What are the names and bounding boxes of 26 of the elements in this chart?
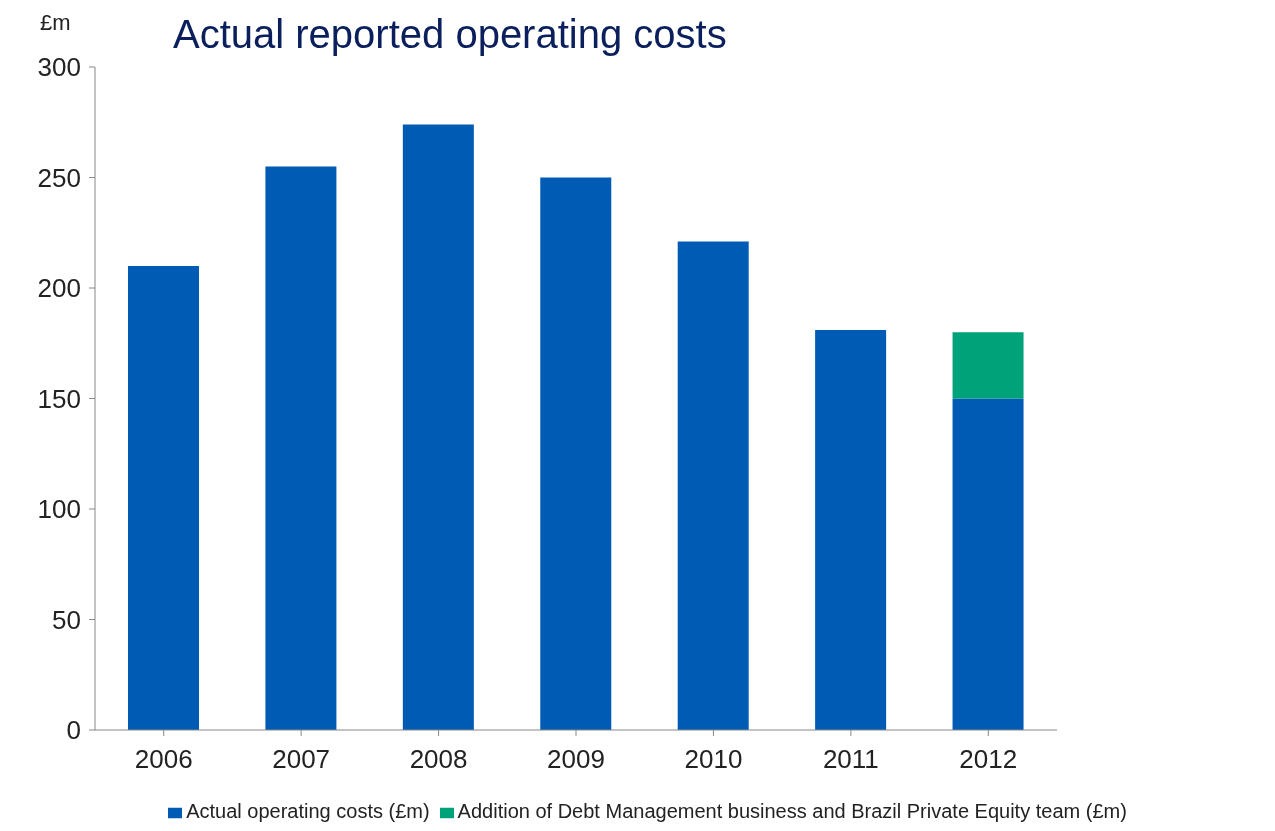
y-tick-label: 150 [37, 383, 81, 414]
x-tick-label: 2007 [272, 744, 331, 775]
x-tick-label: 2009 [547, 744, 605, 775]
chart-title: Actual reported operating costs [173, 12, 727, 57]
y-tick-label: 300 [37, 52, 81, 83]
bar [540, 177, 612, 730]
x-tick-label: 2010 [684, 744, 743, 775]
y-tick-label: 50 [52, 604, 81, 635]
bar [815, 329, 887, 730]
bar [952, 332, 1024, 399]
x-tick-label: 2012 [959, 744, 1018, 775]
legend-label: Addition of Debt Management business and Brazil Private Equity team (£m) [457, 800, 1127, 822]
x-tick-label: 2006 [134, 744, 193, 775]
legend-label: Actual operating costs (£m) [186, 800, 430, 822]
bar [952, 398, 1024, 730]
y-tick-label: 100 [37, 494, 81, 525]
bar [265, 166, 337, 730]
y-tick-label: 0 [66, 715, 81, 746]
bar [677, 241, 749, 730]
bar [402, 124, 474, 730]
y-tick-label: 250 [37, 162, 81, 193]
y-tick-label: 200 [37, 273, 81, 304]
x-tick-label: 2011 [822, 744, 879, 775]
y-axis-title: £m [40, 10, 71, 36]
x-tick-label: 2008 [409, 744, 468, 775]
bar [127, 265, 199, 730]
